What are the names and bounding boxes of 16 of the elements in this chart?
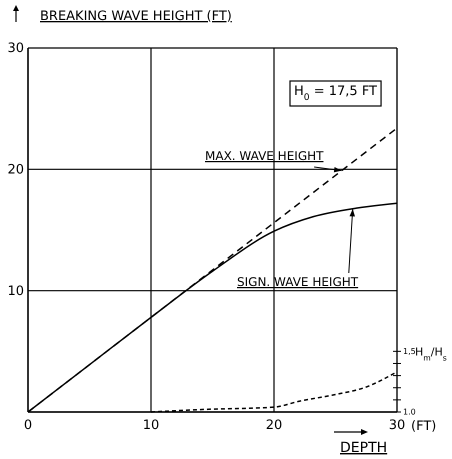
- y-tick-label: 20: [7, 162, 24, 178]
- x-axis-title: DEPTH: [340, 440, 388, 456]
- annotation: H$_{0}$ = 17,5 FT: [294, 84, 378, 103]
- series-label: SIGN. WAVE HEIGHT: [237, 275, 359, 289]
- x-tick-label: 10: [142, 418, 160, 434]
- y-tick-label: 10: [7, 284, 24, 299]
- y2-tick-label: 1,5: [403, 346, 416, 356]
- series-label: MAX. WAVE HEIGHT: [205, 149, 324, 163]
- y-tick-label: 30: [7, 41, 24, 56]
- x-tick-label: 0: [24, 418, 32, 434]
- x-tick-label: 20: [266, 418, 282, 434]
- x-tick-label: 30: [388, 418, 406, 434]
- y2-axis-title: H$_{m}$/H$_{s}$: [415, 345, 447, 362]
- y-axis-title: BREAKING WAVE HEIGHT (FT): [40, 9, 232, 24]
- y2-tick-label: 1.0: [403, 408, 416, 417]
- text: (FT): [411, 419, 436, 434]
